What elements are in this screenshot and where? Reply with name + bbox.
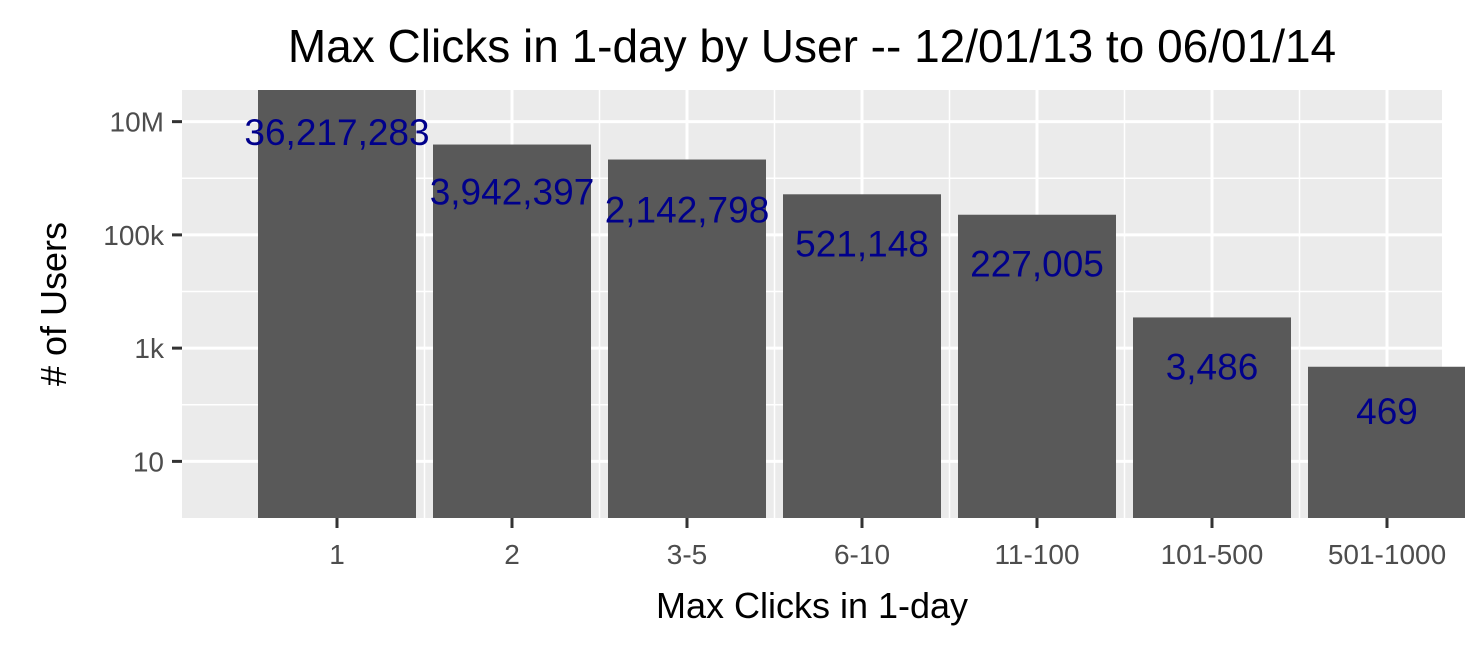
y-axis: 10 1k 100k 10M (103, 107, 182, 477)
x-axis: 1 2 3-5 6-10 11-100 101-500 501-1000 (329, 518, 1446, 570)
x-tick-label: 3-5 (667, 539, 707, 570)
x-tick-label: 1 (329, 539, 345, 570)
x-tick-label: 2 (504, 539, 520, 570)
bars (258, 90, 1465, 519)
y-tick-label: 10M (110, 107, 164, 138)
x-axis-title: Max Clicks in 1-day (656, 585, 968, 626)
data-label: 521,148 (795, 223, 929, 264)
x-tick-label: 101-500 (1161, 539, 1264, 570)
bar (958, 214, 1116, 518)
y-tick-label: 1k (134, 333, 165, 364)
y-tick-label: 10 (133, 446, 164, 477)
bar (258, 90, 416, 518)
data-label: 227,005 (970, 244, 1104, 285)
data-label: 3,486 (1166, 346, 1259, 387)
data-label: 3,942,397 (430, 172, 595, 213)
data-label: 469 (1356, 391, 1418, 432)
y-tick-label: 100k (103, 220, 165, 251)
chart-title: Max Clicks in 1-day by User -- 12/01/13 … (288, 20, 1336, 72)
bar (783, 194, 941, 519)
x-tick-label: 6-10 (834, 539, 890, 570)
data-label: 2,142,798 (605, 190, 770, 231)
bar (608, 159, 766, 519)
y-axis-title: # of Users (33, 222, 74, 386)
data-label: 36,217,283 (244, 112, 429, 153)
bar (1133, 317, 1291, 518)
x-tick-label: 11-100 (994, 539, 1079, 570)
bar (433, 144, 591, 518)
x-tick-label: 501-1000 (1328, 539, 1446, 570)
bar (1308, 366, 1465, 518)
